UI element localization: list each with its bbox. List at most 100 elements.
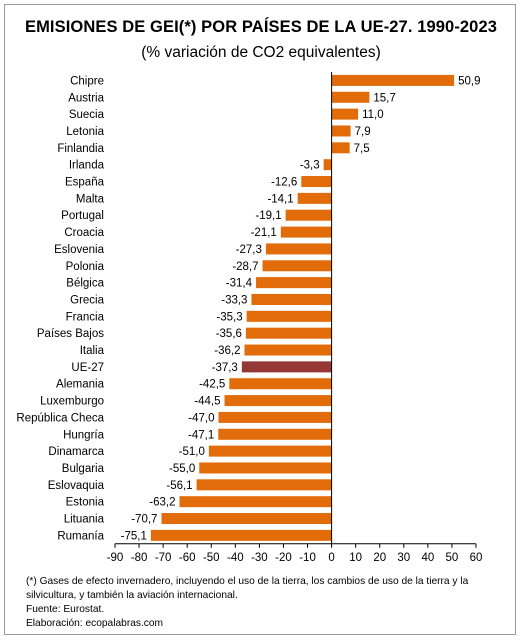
x-tick-label: -60: [179, 552, 196, 564]
notes-block: (*) Gases de efecto invernadero, incluye…: [26, 575, 496, 631]
bar-letonia: [331, 125, 351, 137]
bar-malta: [297, 192, 332, 204]
bar-países-bajos: [245, 327, 332, 339]
data-label: -35,6: [216, 328, 242, 340]
bar-república-checa: [218, 411, 332, 423]
bar-portugal: [285, 209, 332, 221]
category-label: Alemania: [56, 379, 105, 391]
x-tick-label: 10: [349, 552, 362, 564]
data-label: -27,3: [236, 244, 262, 256]
bar-francia: [246, 310, 332, 322]
bar-croacia: [280, 226, 332, 238]
data-label: 11,0: [362, 109, 384, 121]
bar-irlanda: [323, 159, 332, 171]
data-label: -44,5: [194, 396, 220, 408]
data-label: -36,2: [214, 345, 240, 357]
category-label: Chipre: [70, 75, 104, 87]
data-label: -14,1: [267, 193, 293, 205]
bar-estonia: [179, 496, 332, 508]
category-label: Austria: [68, 92, 104, 104]
category-label: Dinamarca: [48, 446, 104, 458]
data-label: -56,1: [166, 480, 192, 492]
bar-españa: [301, 176, 332, 188]
credit-note: Elaboración: ecopalabras.com: [26, 618, 164, 629]
category-label: Rumanía: [57, 530, 104, 542]
x-tick-label: 50: [446, 552, 459, 564]
bar-italia: [244, 344, 332, 356]
category-label: Bulgaria: [62, 463, 105, 475]
x-tick-label: -90: [107, 552, 124, 564]
bar-bélgica: [256, 277, 332, 289]
category-label: Luxemburgo: [40, 396, 104, 408]
bar-ue-27: [241, 361, 332, 373]
bar-eslovaquia: [196, 479, 332, 491]
data-label: 15,7: [373, 92, 395, 104]
x-tick-label: -50: [203, 552, 220, 564]
category-label: Malta: [76, 193, 105, 205]
data-label: -12,6: [271, 177, 297, 189]
category-label: Grecia: [70, 294, 104, 306]
data-label: -75,1: [121, 530, 147, 542]
x-tick-label: -80: [131, 552, 148, 564]
category-label: UE-27: [71, 362, 104, 374]
bar-dinamarca: [208, 445, 332, 457]
footnote: (*) Gases de efecto invernadero, incluye…: [26, 576, 469, 601]
category-label: España: [65, 177, 105, 189]
category-label: Eslovaquia: [48, 480, 105, 492]
category-label: Croacia: [64, 227, 104, 239]
x-tick-label: -40: [227, 552, 244, 564]
x-tick-label: -70: [155, 552, 172, 564]
bar-austria: [331, 91, 370, 103]
data-label: -47,1: [188, 429, 214, 441]
chart-subtitle: (% variación de CO2 equivalentes): [141, 44, 381, 61]
bar-eslovenia: [265, 243, 332, 255]
data-label: -19,1: [255, 210, 281, 222]
data-label: -47,0: [188, 412, 214, 424]
x-tick-label: -30: [251, 552, 268, 564]
category-label: Lituania: [64, 514, 105, 526]
bar-polonia: [262, 260, 332, 272]
bar-luxemburgo: [224, 395, 332, 407]
data-label: -3,3: [300, 160, 320, 172]
bar-chipre: [331, 74, 455, 86]
data-label: -28,7: [232, 261, 258, 273]
data-label: -37,3: [212, 362, 238, 374]
data-label: -35,3: [216, 311, 242, 323]
x-tick-label: 40: [421, 552, 434, 564]
category-label: Polonia: [66, 261, 105, 273]
bar-alemania: [229, 378, 332, 390]
category-label: República Checa: [16, 412, 104, 424]
x-tick-label: -20: [275, 552, 292, 564]
data-label: 50,9: [458, 75, 480, 87]
category-label: Eslovenia: [54, 244, 104, 256]
category-label: Suecia: [69, 109, 105, 121]
data-label: -21,1: [251, 227, 277, 239]
category-label: Países Bajos: [37, 328, 104, 340]
data-label: -63,2: [149, 497, 175, 509]
category-label: Estonia: [66, 497, 105, 509]
chart-title: EMISIONES DE GEI(*) POR PAÍSES DE LA UE-…: [24, 18, 498, 36]
data-label: -51,0: [179, 446, 205, 458]
bar-bulgaria: [199, 462, 332, 474]
source-note: Fuente: Eurostat.: [26, 604, 105, 615]
bar-hungría: [218, 428, 332, 440]
x-tick-label: 60: [470, 552, 483, 564]
bar-finlandia: [331, 142, 350, 154]
category-label: Francia: [66, 311, 105, 323]
category-label: Bélgica: [66, 278, 104, 290]
bar-lituania: [161, 513, 332, 525]
x-tick-label: 0: [328, 552, 334, 564]
data-label: -33,3: [221, 294, 247, 306]
category-label: Finlandia: [57, 143, 104, 155]
category-label: Italia: [80, 345, 105, 357]
data-label: -70,7: [131, 514, 157, 526]
category-label: Portugal: [61, 210, 104, 222]
data-label: -31,4: [226, 278, 253, 290]
data-label: 7,5: [354, 143, 370, 155]
x-tick-label: -10: [299, 552, 316, 564]
data-label: 7,9: [355, 126, 371, 138]
data-label: -42,5: [199, 379, 225, 391]
bar-suecia: [331, 108, 359, 120]
x-tick-label: 20: [373, 552, 386, 564]
